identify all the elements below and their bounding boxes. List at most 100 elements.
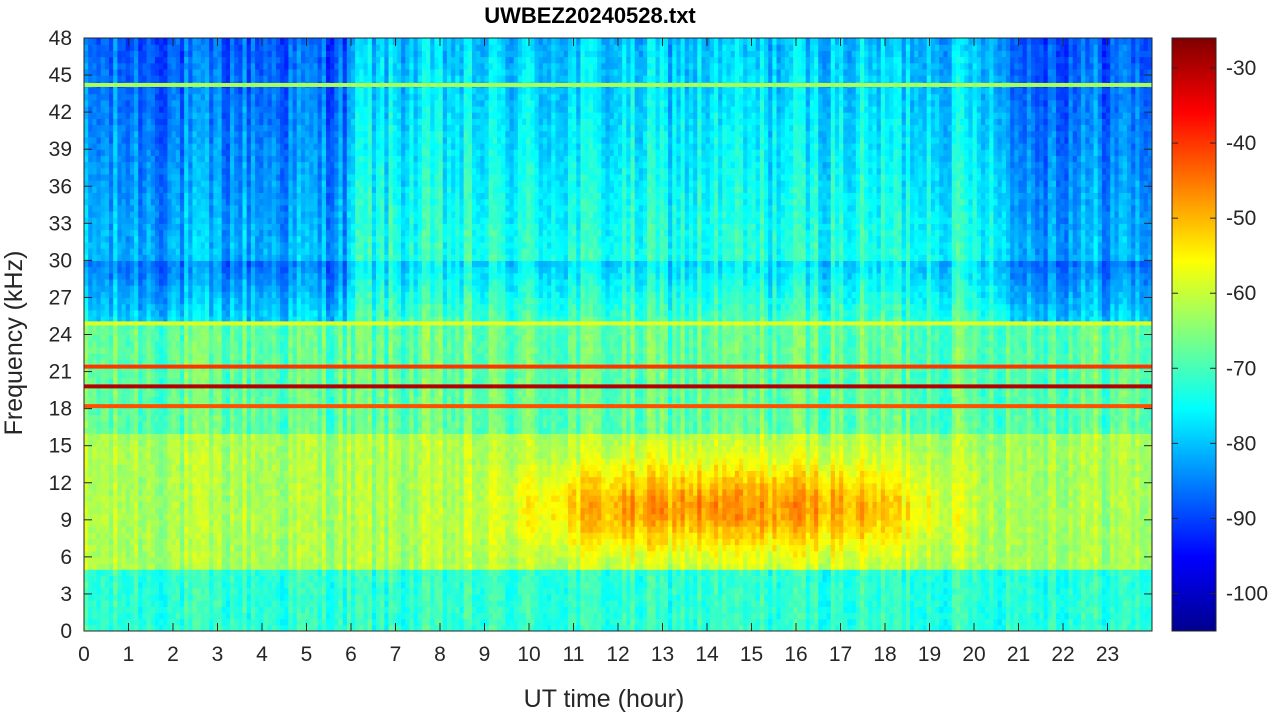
heatmap-cell	[247, 87, 252, 94]
heatmap-cell	[172, 569, 177, 576]
heatmap-cell	[276, 514, 281, 521]
heatmap-cell	[209, 520, 214, 527]
heatmap-cell	[255, 489, 260, 496]
heatmap-cell	[130, 236, 135, 243]
heatmap-cell	[201, 335, 206, 342]
heatmap-cell	[284, 217, 289, 224]
heatmap-cell	[188, 297, 193, 304]
heatmap-cell	[130, 341, 135, 348]
heatmap-cell	[130, 94, 135, 101]
heatmap-cell	[272, 63, 277, 70]
heatmap-cell	[276, 347, 281, 354]
heatmap-cell	[151, 569, 156, 576]
heatmap-cell	[280, 514, 285, 521]
heatmap-cell	[259, 335, 264, 342]
heatmap-cell	[138, 347, 143, 354]
heatmap-cell	[280, 409, 285, 416]
heatmap-cell	[272, 229, 277, 236]
heatmap-cell	[113, 304, 118, 311]
heatmap-cell	[122, 440, 127, 447]
heatmap-cell	[147, 57, 152, 64]
heatmap-cell	[192, 396, 197, 403]
heatmap-cell	[288, 335, 293, 342]
heatmap-cell	[97, 452, 102, 459]
heatmap-cell	[176, 378, 181, 385]
heatmap-cell	[192, 155, 197, 162]
heatmap-cell	[184, 483, 189, 490]
heatmap-cell	[126, 192, 131, 199]
heatmap-cell	[226, 192, 231, 199]
heatmap-cell	[201, 582, 206, 589]
heatmap-cell	[213, 205, 218, 212]
heatmap-cell	[218, 495, 223, 502]
heatmap-cell	[113, 291, 118, 298]
heatmap-cell	[272, 273, 277, 280]
heatmap-cell	[234, 452, 239, 459]
heatmap-cell	[218, 421, 223, 428]
heatmap-cell	[251, 538, 256, 545]
heatmap-cell	[230, 205, 235, 212]
heatmap-cell	[130, 477, 135, 484]
heatmap-cell	[197, 199, 202, 206]
heatmap-cell	[259, 63, 264, 70]
heatmap-cell	[134, 94, 139, 101]
heatmap-cell	[176, 619, 181, 626]
heatmap-cell	[176, 279, 181, 286]
heatmap-cell	[147, 199, 152, 206]
heatmap-cell	[243, 588, 248, 595]
heatmap-cell	[105, 248, 110, 255]
heatmap-cell	[243, 254, 248, 261]
heatmap-cell	[209, 217, 214, 224]
heatmap-cell	[230, 421, 235, 428]
heatmap-cell	[230, 211, 235, 218]
heatmap-cell	[105, 260, 110, 267]
heatmap-cell	[142, 341, 147, 348]
heatmap-cell	[172, 545, 177, 552]
heatmap-cell	[138, 594, 143, 601]
heatmap-cell	[197, 217, 202, 224]
heatmap-cell	[151, 551, 156, 558]
heatmap-cell	[280, 606, 285, 613]
heatmap-cell	[288, 174, 293, 181]
heatmap-cell	[209, 267, 214, 274]
heatmap-cell	[226, 229, 231, 236]
heatmap-cell	[297, 106, 302, 113]
heatmap-cell	[105, 545, 110, 552]
heatmap-cell	[88, 483, 93, 490]
heatmap-cell	[167, 124, 172, 131]
heatmap-cell	[226, 310, 231, 317]
heatmap-cell	[272, 174, 277, 181]
heatmap-cell	[218, 236, 223, 243]
heatmap-cell	[247, 415, 252, 422]
heatmap-cell	[159, 551, 164, 558]
heatmap-cell	[130, 87, 135, 94]
heatmap-cell	[247, 217, 252, 224]
heatmap-cell	[101, 378, 106, 385]
heatmap-cell	[138, 44, 143, 51]
heatmap-cell	[209, 390, 214, 397]
heatmap-cell	[155, 507, 160, 514]
chart-svg: UWBEZ20240528.txt 0 1 2 3 4 5 6 7 8 9 10 11 12 13 14 15…	[0, 0, 1280, 715]
heatmap-cell	[243, 236, 248, 243]
heatmap-cell	[188, 507, 193, 514]
heatmap-cell	[97, 551, 102, 558]
heatmap-cell	[88, 186, 93, 193]
heatmap-cell	[238, 594, 243, 601]
heatmap-cell	[84, 205, 89, 212]
heatmap-cell	[197, 470, 202, 477]
heatmap-cell	[272, 248, 277, 255]
heatmap-cell	[226, 242, 231, 249]
heatmap-cell	[218, 229, 223, 236]
heatmap-cell	[209, 415, 214, 422]
heatmap-cell	[201, 458, 206, 465]
heatmap-cell	[84, 600, 89, 607]
heatmap-cell	[134, 205, 139, 212]
heatmap-cell	[97, 155, 102, 162]
heatmap-cell	[284, 545, 289, 552]
heatmap-cell	[234, 594, 239, 601]
heatmap-cell	[255, 415, 260, 422]
heatmap-cell	[192, 100, 197, 107]
heatmap-cell	[155, 192, 160, 199]
heatmap-cell	[117, 297, 122, 304]
heatmap-cell	[255, 409, 260, 416]
